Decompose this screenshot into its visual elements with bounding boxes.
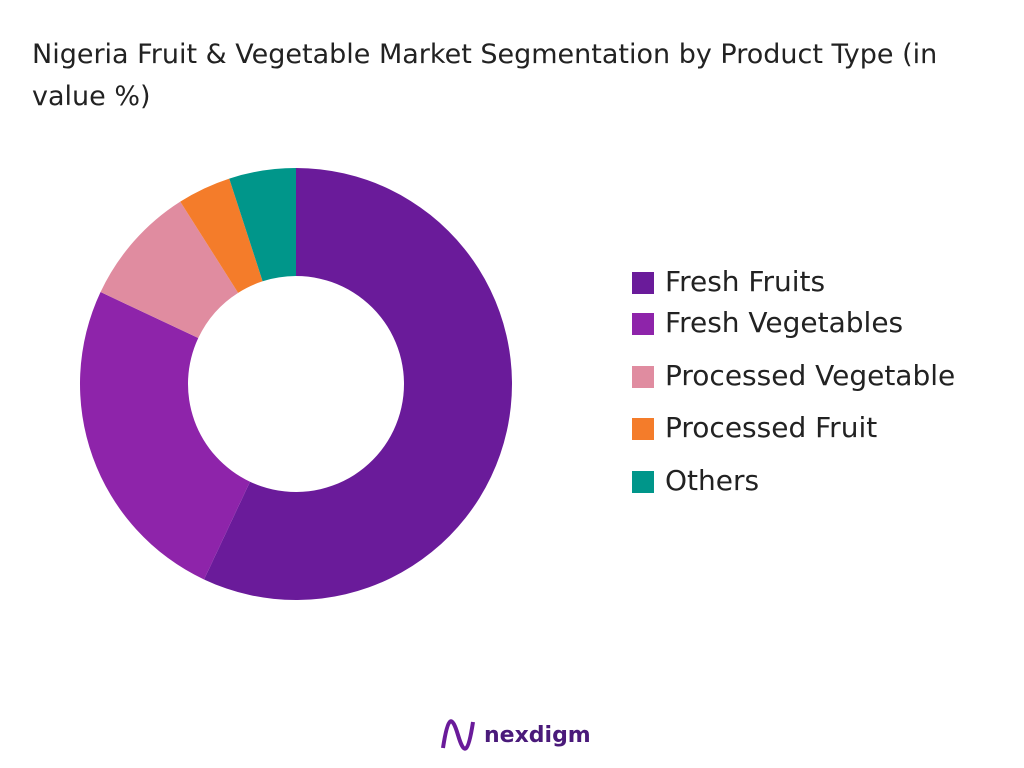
logo: nexdigm	[441, 719, 591, 751]
legend-label: Processed Fruit	[665, 411, 877, 444]
logo-mark	[441, 719, 475, 751]
legend-label: Fresh Fruits	[665, 265, 825, 298]
legend-swatch	[632, 471, 654, 493]
donut-slice	[100, 201, 239, 339]
legend-label: Others	[665, 464, 759, 497]
donut-slice	[204, 168, 512, 600]
legend-swatch	[632, 366, 654, 388]
legend-swatch	[632, 272, 654, 294]
donut-slice	[180, 178, 263, 293]
donut-slice	[79, 292, 251, 580]
legend-swatch	[632, 313, 654, 335]
logo-text: nexdigm	[484, 723, 591, 748]
legend-label: Fresh Vegetables	[665, 306, 903, 339]
donut-slice	[229, 168, 296, 282]
legend-label: Processed Vegetable	[665, 359, 955, 392]
chart-title: Nigeria Fruit & Vegetable Market Segment…	[32, 39, 938, 112]
legend-swatch	[632, 418, 654, 440]
